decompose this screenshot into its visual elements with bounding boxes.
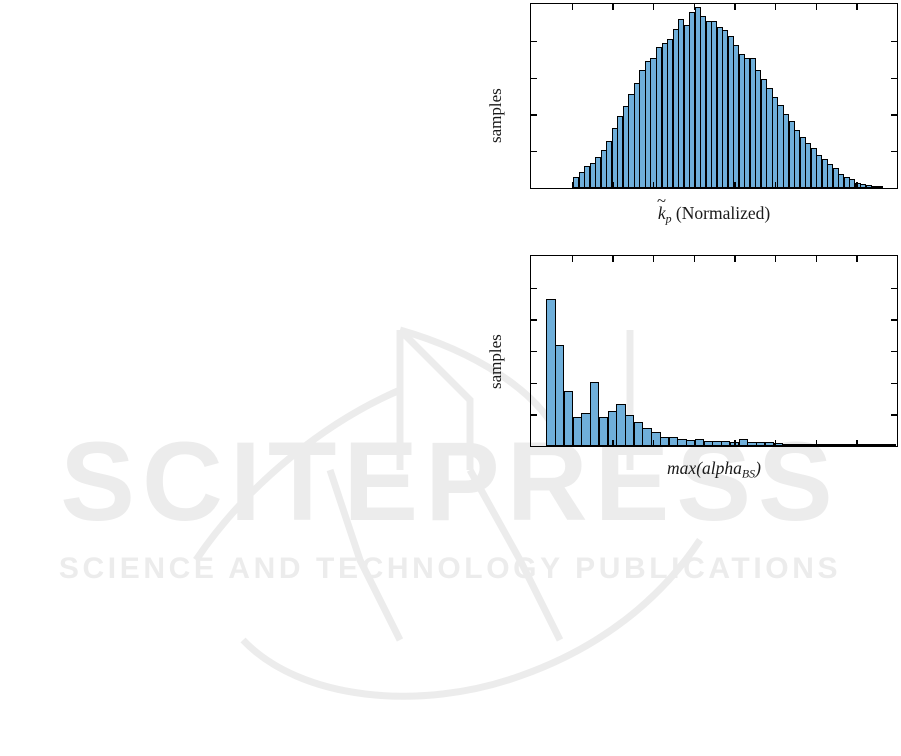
y-tick bbox=[891, 414, 897, 416]
x-tick bbox=[734, 4, 736, 10]
x-tick bbox=[815, 4, 817, 10]
y-tick bbox=[891, 287, 897, 289]
y-tick bbox=[531, 77, 537, 79]
xlabel-top-suffix: (Normalized) bbox=[671, 203, 771, 223]
tilde-accent: ~ bbox=[657, 191, 667, 211]
x-tick bbox=[775, 4, 777, 10]
xlabel-top-subscript: p bbox=[665, 211, 672, 226]
y-tick bbox=[891, 319, 897, 321]
panel-kp-normalized: samples ~ kp (Normalized) bbox=[0, 0, 901, 235]
y-tick bbox=[531, 319, 537, 321]
x-tick bbox=[612, 4, 614, 10]
x-tick bbox=[612, 182, 614, 188]
histogram-bar bbox=[590, 381, 600, 446]
x-tick bbox=[856, 182, 858, 188]
y-tick bbox=[531, 414, 537, 416]
x-tick bbox=[693, 440, 695, 446]
y-tick bbox=[531, 114, 537, 116]
xlabel-bottom-fn: max bbox=[667, 458, 697, 478]
histogram-bar bbox=[738, 438, 748, 446]
y-tick bbox=[531, 382, 537, 384]
x-tick bbox=[775, 182, 777, 188]
xlabel-top: ~ kp (Normalized) bbox=[530, 191, 898, 226]
x-tick bbox=[734, 256, 736, 262]
ylabel-bottom: samples bbox=[486, 334, 505, 389]
xlabel-bottom-close: ) bbox=[755, 458, 761, 478]
y-tick bbox=[891, 114, 897, 116]
xlabel-bottom: max(alphaBS) bbox=[530, 458, 898, 481]
y-tick bbox=[891, 151, 897, 153]
x-tick bbox=[693, 182, 695, 188]
x-tick bbox=[693, 4, 695, 10]
histogram-bar bbox=[876, 186, 883, 188]
y-tick bbox=[891, 77, 897, 79]
y-tick bbox=[891, 382, 897, 384]
x-tick bbox=[693, 256, 695, 262]
y-tick bbox=[531, 40, 537, 43]
panel-max-alpha-bs: samples max(alphaBS) bbox=[0, 240, 901, 490]
histogram-bars-bottom bbox=[531, 256, 897, 446]
x-tick bbox=[653, 440, 655, 446]
x-tick bbox=[653, 4, 655, 10]
x-tick bbox=[856, 440, 858, 446]
axes-box-bottom bbox=[530, 255, 898, 447]
xlabel-top-symbol: ~ k bbox=[657, 191, 667, 223]
y-tick bbox=[531, 151, 537, 153]
x-tick bbox=[815, 256, 817, 262]
x-tick bbox=[775, 440, 777, 446]
axes-box-top bbox=[530, 3, 898, 189]
x-tick bbox=[612, 256, 614, 262]
watermark-tagline: SCIENCE AND TECHNOLOGY PUBLICATIONS bbox=[59, 552, 841, 585]
x-tick bbox=[571, 256, 573, 262]
x-tick bbox=[612, 440, 614, 446]
histogram-bar bbox=[887, 444, 897, 446]
x-tick bbox=[653, 256, 655, 262]
x-tick bbox=[856, 256, 858, 262]
x-tick bbox=[815, 182, 817, 188]
xlabel-bottom-open: ( bbox=[696, 458, 703, 478]
y-tick bbox=[891, 351, 897, 353]
x-tick bbox=[734, 440, 736, 446]
y-tick bbox=[531, 351, 537, 353]
x-tick bbox=[815, 440, 817, 446]
x-tick bbox=[775, 256, 777, 262]
x-tick bbox=[571, 182, 573, 188]
x-tick bbox=[571, 440, 573, 446]
xlabel-bottom-arg: alpha bbox=[702, 458, 742, 478]
x-tick bbox=[571, 4, 573, 10]
xlabel-bottom-subscript: BS bbox=[741, 466, 756, 481]
y-tick bbox=[531, 287, 537, 289]
y-tick bbox=[891, 40, 897, 43]
x-tick bbox=[734, 182, 736, 188]
ylabel-top: samples bbox=[486, 88, 505, 143]
histogram-bars-top bbox=[531, 4, 897, 188]
x-tick bbox=[653, 182, 655, 188]
x-tick bbox=[856, 4, 858, 10]
